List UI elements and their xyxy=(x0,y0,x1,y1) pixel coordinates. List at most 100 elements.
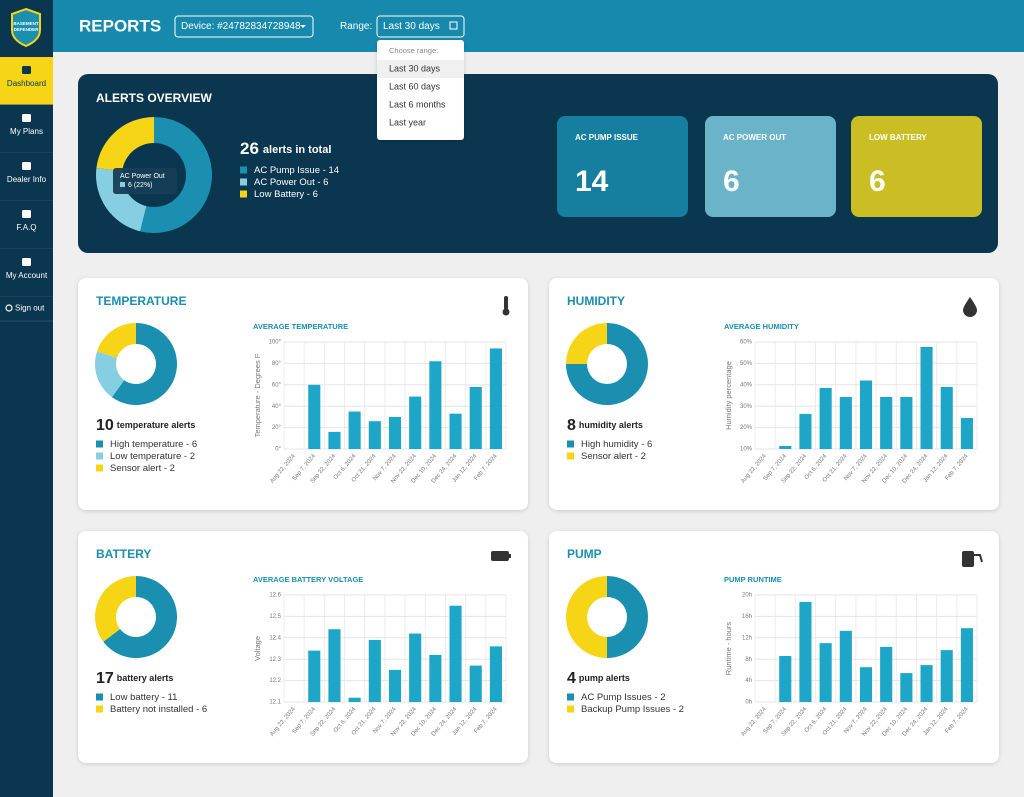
alert-count-number: 17 xyxy=(96,670,114,687)
summary-card xyxy=(851,116,982,217)
summary-card-value: 6 xyxy=(869,165,886,198)
bar xyxy=(449,413,462,449)
donut-slice xyxy=(103,576,178,658)
bar xyxy=(368,421,381,449)
nav-icon xyxy=(22,162,31,170)
y-tick-label: 30% xyxy=(740,404,753,410)
alert-count-number: 8 xyxy=(567,417,576,434)
bar xyxy=(308,650,321,702)
bar xyxy=(429,361,442,449)
nav-label[interactable]: My Account xyxy=(6,271,48,280)
legend-swatch xyxy=(96,452,103,460)
bar xyxy=(388,416,402,449)
nav-item-bg[interactable] xyxy=(0,201,53,249)
legend-label: High temperature - 6 xyxy=(110,439,197,450)
panel-icon xyxy=(491,551,509,561)
legend-swatch xyxy=(567,693,574,701)
y-axis-label: Voltage xyxy=(253,636,262,661)
nav-item-bg[interactable] xyxy=(0,57,53,105)
range-dropdown: Choose range: Last 30 days Last 60 days Las… xyxy=(377,40,464,140)
nav-icon xyxy=(22,210,31,218)
nav-item[interactable]: F.A.Q xyxy=(0,201,53,250)
nav-label[interactable]: Sign out xyxy=(15,304,45,313)
range-select-text[interactable]: Last 30 days xyxy=(383,21,440,32)
donut-slice xyxy=(96,117,154,172)
calendar-icon xyxy=(449,21,458,30)
device-select[interactable] xyxy=(174,15,314,38)
summary-card xyxy=(557,116,688,217)
tooltip-swatch xyxy=(120,182,125,187)
y-tick-label: 12.3 xyxy=(269,657,281,663)
legend-label: AC Power Out - 6 xyxy=(254,177,328,188)
bar xyxy=(348,697,361,702)
y-tick-label: 8h xyxy=(745,657,752,663)
nav-label[interactable]: My Plans xyxy=(10,127,43,136)
tooltip-name: AC Power Out xyxy=(120,173,165,180)
panel-card xyxy=(78,278,528,510)
dropdown-option[interactable]: Last 60 days xyxy=(389,81,441,91)
alert-count-label: pump alerts xyxy=(579,673,630,683)
nav-icon xyxy=(22,258,31,266)
dropdown-selected-bg xyxy=(377,60,464,78)
y-tick-label: 12.2 xyxy=(269,678,281,684)
nav-item-bg[interactable] xyxy=(0,153,53,201)
bar xyxy=(960,628,973,702)
donut-slice xyxy=(566,323,648,405)
nav-item-bg[interactable] xyxy=(0,249,53,297)
legend-swatch xyxy=(96,464,103,472)
bar xyxy=(388,669,402,702)
bar xyxy=(839,396,852,449)
legend-swatch xyxy=(240,190,247,198)
chart-title: AVERAGE HUMIDITY xyxy=(724,322,799,331)
range-select[interactable] xyxy=(376,15,465,38)
bar xyxy=(308,384,321,449)
device-select-text[interactable]: Device: #24782834728948 xyxy=(181,21,301,32)
bar xyxy=(348,411,361,449)
legend-swatch xyxy=(96,705,103,713)
bar xyxy=(960,417,973,449)
bar xyxy=(489,646,502,702)
nav-label[interactable]: F.A.Q xyxy=(16,223,36,232)
nav-item[interactable]: My Account xyxy=(0,249,53,298)
panel-title: BATTERY xyxy=(96,547,151,561)
nav-item[interactable]: Dealer Info xyxy=(0,153,53,202)
y-axis-label: Temperature - Degrees F xyxy=(253,353,262,437)
legend-label: Low battery - 11 xyxy=(110,692,177,703)
dropdown-option[interactable]: Last 6 months xyxy=(389,99,446,109)
alerts-total: 26 alerts in total xyxy=(240,139,331,158)
alert-count-label: battery alerts xyxy=(117,673,174,683)
legend-swatch xyxy=(96,440,103,448)
bar xyxy=(779,655,792,702)
nav-item-bg[interactable] xyxy=(0,297,53,321)
alert-count: 17 battery alerts xyxy=(96,670,173,687)
y-tick-label: 0h xyxy=(745,700,752,706)
legend-label: Sensor alert - 2 xyxy=(581,451,646,462)
summary-card-title: AC POWER OUT xyxy=(723,133,786,142)
dropdown-option[interactable]: Last 30 days xyxy=(389,63,441,73)
panel-icon xyxy=(504,296,508,310)
bar xyxy=(469,386,482,449)
y-tick-label: 20° xyxy=(272,425,282,431)
chart-title: PUMP RUNTIME xyxy=(724,575,782,584)
bar xyxy=(368,639,381,702)
range-label: Range: xyxy=(340,21,372,32)
bar xyxy=(900,673,913,702)
y-axis-label: Humidity percentage xyxy=(724,361,733,430)
donut-slice xyxy=(566,323,607,364)
dropdown-option[interactable]: Last year xyxy=(389,117,426,127)
nav-item[interactable]: My Plans xyxy=(0,105,53,154)
nav-item[interactable]: Sign out xyxy=(0,297,53,322)
summary-card-value: 14 xyxy=(575,165,609,198)
nav-item[interactable]: Dashboard xyxy=(0,57,53,106)
tooltip: AC Power Out 6 (22%) xyxy=(113,168,177,194)
overview-title: ALERTS OVERVIEW xyxy=(96,91,212,105)
nav-item-bg[interactable] xyxy=(0,105,53,153)
nav-label[interactable]: Dashboard xyxy=(7,79,46,88)
y-tick-label: 60° xyxy=(272,382,282,388)
y-tick-label: 10% xyxy=(740,447,753,453)
nav-label[interactable]: Dealer Info xyxy=(7,175,47,184)
tooltip-value: 6 (22%) xyxy=(128,182,153,189)
y-tick-label: 12.6 xyxy=(269,593,281,599)
y-tick-label: 100° xyxy=(269,340,282,346)
